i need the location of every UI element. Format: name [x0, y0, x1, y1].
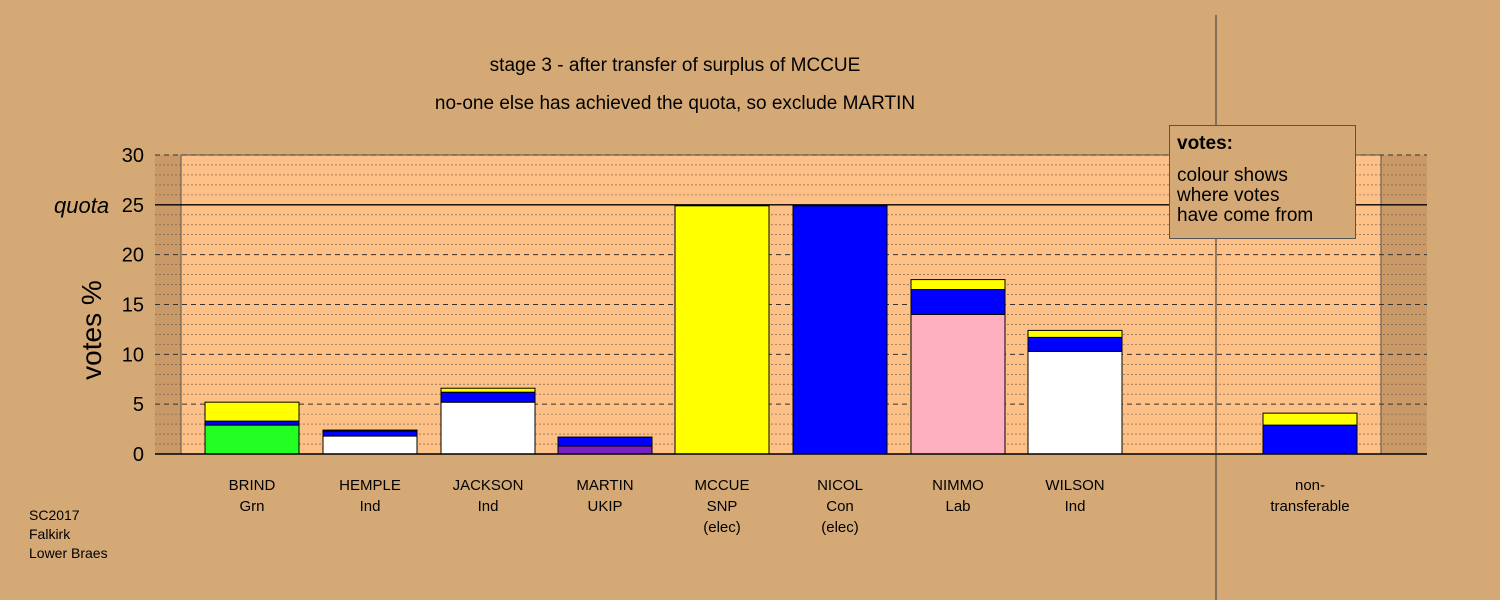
category-label: MARTIN: [576, 477, 633, 494]
y-tick-label: 25: [122, 195, 144, 217]
category-label: Con: [826, 498, 854, 515]
bar-segment-snp: [910, 279, 1006, 291]
category-label: Grn: [239, 498, 264, 515]
bar-segment-snp: [1262, 412, 1358, 426]
bar-segment-ind: [440, 401, 536, 455]
y-tick-label: 30: [122, 145, 144, 167]
category-label: Ind: [1065, 498, 1086, 515]
category-label: WILSON: [1045, 477, 1104, 494]
bar-segment-con: [440, 391, 536, 403]
chart-title-line-2: no-one else has achieved the quota, so e…: [434, 93, 916, 114]
bar-segment-con: [1027, 336, 1123, 352]
y-tick-label: 5: [133, 394, 144, 416]
bar-segment-snp: [674, 205, 770, 455]
bar-segment-con: [557, 436, 653, 447]
bar-segment-grn: [204, 424, 300, 455]
bar-segment-ukip: [557, 445, 653, 455]
category-label: UKIP: [587, 498, 622, 515]
legend-line: where votes: [1177, 185, 1280, 206]
bar-segment-snp: [440, 387, 536, 393]
bar-segment-con: [910, 289, 1006, 315]
quota-label: quota: [54, 193, 110, 218]
bar-stack: [1027, 329, 1123, 455]
bar-stack: [674, 205, 770, 455]
category-label: NIMMO: [932, 477, 984, 494]
bar-segment-ind: [1027, 350, 1123, 455]
legend-line: colour shows: [1177, 165, 1288, 186]
bar-stack: [322, 429, 418, 455]
category-label: NICOL: [817, 477, 863, 494]
chart-title-line-1: stage 3 - after transfer of surplus of M…: [489, 55, 861, 76]
bar-stack: [557, 436, 653, 455]
category-label: Ind: [478, 498, 499, 515]
bar-segment-snp: [204, 401, 300, 422]
category-label: HEMPLE: [339, 477, 401, 494]
category-label: Ind: [360, 498, 381, 515]
category-label: JACKSON: [453, 477, 524, 494]
category-label: non-: [1295, 477, 1325, 494]
bar-stack: [440, 387, 536, 455]
outer-strip-right: [1381, 155, 1427, 454]
bar-segment-snp: [322, 429, 418, 432]
category-label: BRIND: [229, 477, 276, 494]
bar-segment-lab: [910, 313, 1006, 455]
bar-stack: [1262, 412, 1358, 455]
legend-line: have come from: [1177, 205, 1314, 226]
bar-stack: [792, 205, 888, 455]
bar-segment-con: [204, 420, 300, 426]
legend: votes: colour shows where votes have com…: [1169, 125, 1356, 239]
bar-segment-con: [322, 430, 418, 437]
category-label: MCCUE: [695, 477, 750, 494]
bar-stack: [204, 401, 300, 455]
bar-segment-snp: [1027, 329, 1123, 338]
category-label: SNP: [707, 498, 738, 515]
source-note-line: Falkirk: [29, 526, 71, 542]
source-note: SC2017 Falkirk Lower Braes: [29, 506, 108, 563]
source-note-line: SC2017: [29, 507, 80, 523]
bar-segment-ind: [322, 435, 418, 455]
category-label: (elec): [821, 519, 859, 536]
category-label: Lab: [945, 498, 970, 515]
y-axis-label: votes %: [76, 280, 107, 380]
category-label: (elec): [703, 519, 741, 536]
bar-segment-con: [1262, 424, 1358, 455]
y-tick-label: 15: [122, 295, 144, 317]
y-tick-label: 10: [122, 344, 144, 366]
category-label: transferable: [1270, 498, 1349, 515]
y-tick-label: 20: [122, 245, 144, 267]
y-tick-label: 0: [133, 444, 144, 466]
source-note-line: Lower Braes: [29, 545, 108, 561]
legend-title: votes:: [1177, 133, 1233, 154]
bar-segment-con: [792, 205, 888, 455]
bar-stack: [910, 279, 1006, 455]
